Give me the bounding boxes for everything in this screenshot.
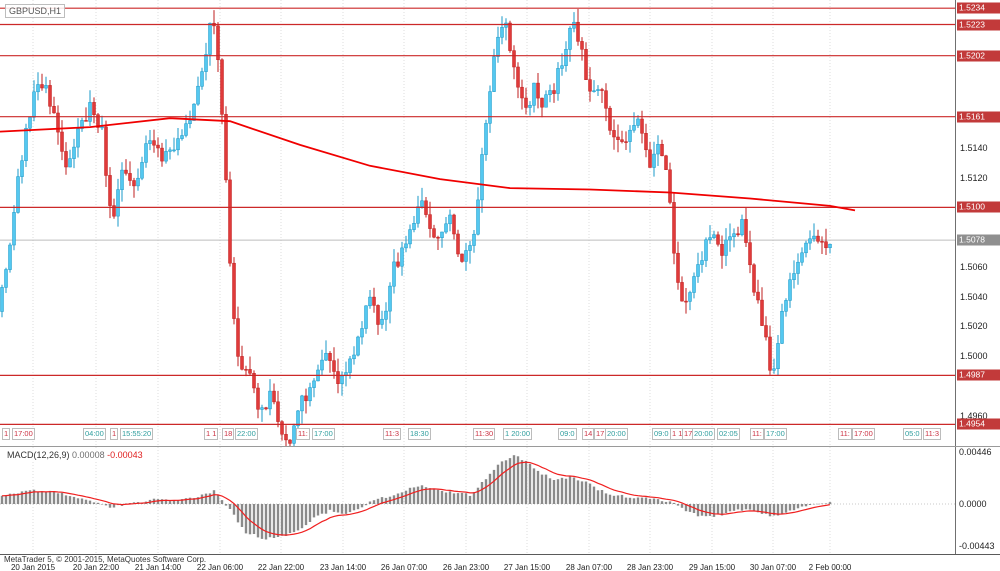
object-time-badge[interactable]: 18:30 — [408, 428, 431, 440]
object-time-badge[interactable]: 14 — [582, 428, 595, 440]
price-scale-label: 1.5060 — [960, 261, 988, 272]
object-time-badge[interactable]: 1 — [110, 428, 119, 440]
time-axis-label: 26 Jan 23:00 — [442, 563, 490, 571]
time-axis-label: 22 Jan 22:00 — [257, 563, 305, 571]
separator-badge-row: 1 17:00 04:00 1 15:55:20 1 1 18 22:00 11: 17:00 11… — [0, 428, 955, 441]
price-scale-label: 1.5140 — [960, 142, 988, 153]
time-axis-label: 29 Jan 15:00 — [688, 563, 736, 571]
price-level-badge: 1.5161 — [957, 111, 1000, 123]
macd-name: MACD(12,26,9) — [7, 450, 70, 460]
object-time-badge[interactable]: 15:55:20 — [120, 428, 154, 440]
horizontal-level-lines — [0, 7, 955, 425]
moving-average-line — [0, 117, 856, 212]
time-axis-label: 23 Jan 14:00 — [319, 563, 367, 571]
object-time-badge[interactable]: 11: — [750, 428, 764, 440]
time-axis-label: 28 Jan 23:00 — [626, 563, 674, 571]
time-axis-line — [0, 554, 1000, 555]
macd-signal-value: -0.00043 — [107, 450, 143, 460]
object-time-badge[interactable]: 17:00 — [12, 428, 35, 440]
macd-canvas[interactable] — [0, 447, 955, 554]
object-time-badge[interactable]: 02:05 — [717, 428, 740, 440]
price-scale-label: 1.5020 — [960, 321, 988, 332]
price-scale-label: 1.5040 — [960, 291, 988, 302]
object-time-badge[interactable]: 05:0 — [903, 428, 922, 440]
object-time-badge[interactable]: 11: — [296, 428, 310, 440]
object-time-badge[interactable]: 20:00 — [605, 428, 628, 440]
time-axis[interactable]: MetaTrader 5, © 2001-2015, MetaQuotes So… — [0, 555, 1000, 571]
macd-signal-line — [1, 461, 831, 536]
vertical-gridlines — [32, 0, 831, 446]
object-time-badge[interactable]: 18 — [222, 428, 235, 440]
macd-vertical-gridlines — [32, 447, 831, 554]
time-axis-label: 30 Jan 07:00 — [749, 563, 797, 571]
macd-indicator-label: MACD(12,26,9) 0.00008 -0.00043 — [5, 450, 145, 460]
object-time-badge[interactable]: 17:00 — [312, 428, 335, 440]
time-axis-label: 26 Jan 07:00 — [380, 563, 428, 571]
object-time-badge[interactable]: 04:00 — [83, 428, 106, 440]
price-level-badge: 1.5223 — [957, 19, 1000, 30]
object-time-badge[interactable]: 17:00 — [852, 428, 875, 440]
object-time-badge[interactable]: 1 — [2, 428, 11, 440]
macd-scale-zero: 0.0000 — [959, 499, 987, 509]
price-level-badge: 1.4954 — [957, 418, 1000, 430]
time-axis-label: 22 Jan 06:00 — [196, 563, 244, 571]
time-axis-label: 20 Jan 2015 — [10, 563, 56, 571]
object-time-badge[interactable]: 1 1 — [204, 428, 219, 440]
time-axis-label: 20 Jan 22:00 — [72, 563, 120, 571]
pane-divider[interactable] — [0, 446, 1000, 447]
time-axis-label: 2 Feb 00:00 — [808, 563, 852, 571]
object-time-badge[interactable]: 11:3 — [383, 428, 402, 440]
object-time-badge[interactable]: 1 20:00 — [503, 428, 533, 440]
macd-scale-min: -0.00443 — [959, 541, 995, 551]
symbol-timeframe-label: GBPUSD,H1 — [5, 4, 66, 18]
price-scale-label: 1.5120 — [960, 172, 988, 183]
object-time-badge[interactable]: 22:00 — [235, 428, 258, 440]
object-time-badge[interactable]: 11:3 — [923, 428, 942, 440]
price-scale[interactable]: 1.5140 1.5120 1.5060 1.5040 1.5020 1.5000 1.49… — [955, 0, 1000, 554]
price-scale-label: 1.4960 — [960, 410, 988, 421]
object-time-badge[interactable]: 20:00 — [692, 428, 715, 440]
object-time-badge[interactable]: 09:0 — [558, 428, 577, 440]
object-time-badge[interactable]: 11: — [838, 428, 852, 440]
price-level-badge: 1.5100 — [957, 201, 1000, 213]
price-chart-canvas[interactable] — [0, 0, 955, 446]
price-level-badge: 1.4987 — [957, 369, 1000, 381]
candlestick-layer — [0, 9, 832, 446]
object-time-badge[interactable]: 09:0 — [652, 428, 671, 440]
macd-histogram — [0, 455, 832, 540]
current-price-badge: 1.5078 — [957, 234, 1000, 246]
price-scale-label: 1.5000 — [960, 351, 988, 362]
price-chart-pane[interactable]: GBPUSD,H1 1 17:00 04:00 1 15:55:20 1 1 18 22:00… — [0, 0, 955, 446]
price-level-badge: 1.5202 — [957, 50, 1000, 62]
time-axis-label: 28 Jan 07:00 — [565, 563, 613, 571]
time-axis-label: 21 Jan 14:00 — [134, 563, 182, 571]
copyright-text: MetaTrader 5, © 2001-2015, MetaQuotes So… — [4, 555, 207, 564]
macd-scale-max: 0.00446 — [959, 447, 992, 457]
macd-value: 0.00008 — [72, 450, 105, 460]
price-level-badge: 1.5234 — [957, 2, 1000, 14]
time-axis-label: 27 Jan 15:00 — [503, 563, 551, 571]
macd-indicator-pane[interactable]: MACD(12,26,9) 0.00008 -0.00043 — [0, 447, 955, 554]
object-time-badge[interactable]: 17:00 — [764, 428, 787, 440]
object-time-badge[interactable]: 11:30 — [473, 428, 496, 440]
